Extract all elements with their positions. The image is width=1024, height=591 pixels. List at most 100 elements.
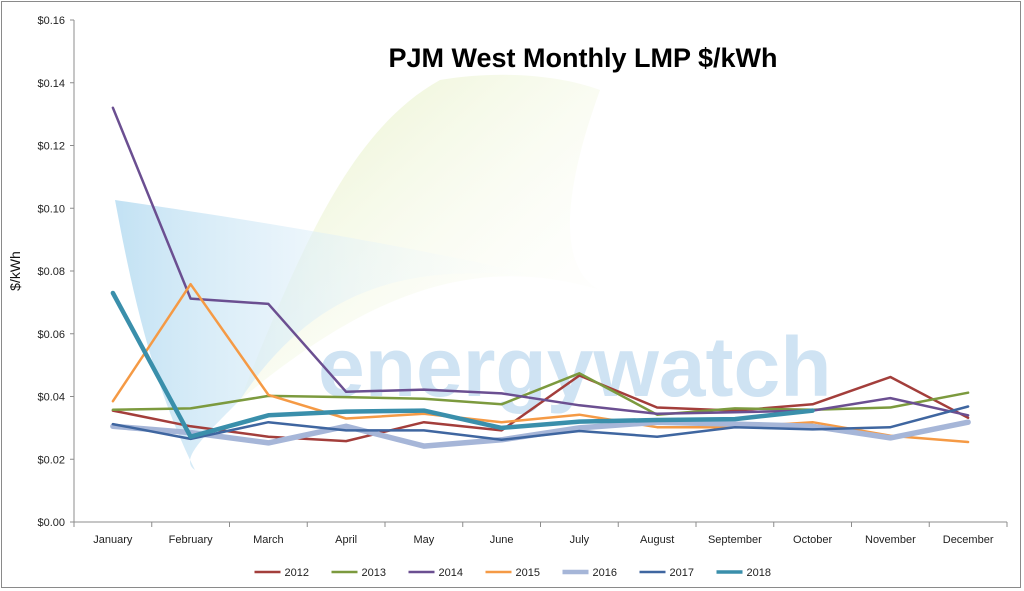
data-point-2016 xyxy=(889,437,891,439)
y-tick-label: $0.16 xyxy=(37,15,65,27)
legend-label-2015: 2015 xyxy=(516,567,540,579)
data-point-2015 xyxy=(967,441,969,443)
x-tick-label: November xyxy=(865,534,916,546)
series-group xyxy=(110,106,971,449)
x-tick-label: July xyxy=(570,534,590,546)
series-line-2014 xyxy=(111,106,970,417)
data-point-2013 xyxy=(345,396,347,398)
data-point-2017 xyxy=(112,423,114,425)
data-point-2014 xyxy=(189,297,191,299)
chart-title: PJM West Monthly LMP $/kWh xyxy=(388,43,777,73)
data-point-2012 xyxy=(345,440,347,442)
data-point-2018 xyxy=(500,427,502,429)
x-tick-label: February xyxy=(169,534,214,546)
data-point-2014 xyxy=(423,388,425,390)
legend-label-2012: 2012 xyxy=(285,567,309,579)
data-point-2018 xyxy=(112,292,114,294)
data-point-2017 xyxy=(578,430,580,432)
data-point-2016 xyxy=(811,425,813,427)
x-tick-label: January xyxy=(93,534,133,546)
data-point-2018 xyxy=(345,410,347,412)
data-point-2013 xyxy=(734,407,736,409)
data-point-2017 xyxy=(500,439,502,441)
data-point-2018 xyxy=(656,419,658,421)
x-tick-label: May xyxy=(413,534,434,546)
data-point-2016 xyxy=(345,425,347,427)
data-point-2017 xyxy=(345,429,347,431)
y-tick-label: $0.10 xyxy=(37,203,65,215)
data-point-2013 xyxy=(189,407,191,409)
y-tick-label: $0.06 xyxy=(37,329,65,341)
data-point-2018 xyxy=(811,409,813,411)
data-point-2016 xyxy=(578,427,580,429)
series-line-2015 xyxy=(111,282,970,444)
data-point-2017 xyxy=(967,405,969,407)
x-tick-label: October xyxy=(793,534,832,546)
y-tick-label: $0.00 xyxy=(37,517,65,529)
y-axis-label: $/kWh xyxy=(7,251,23,291)
data-point-2018 xyxy=(267,414,269,416)
watermark-text: energywatch xyxy=(318,320,832,414)
data-point-2018 xyxy=(578,420,580,422)
data-point-2012 xyxy=(967,417,969,419)
legend-label-2016: 2016 xyxy=(593,567,617,579)
data-point-2018 xyxy=(423,409,425,411)
series-line-2012 xyxy=(111,374,970,443)
data-point-2015 xyxy=(578,413,580,415)
data-point-2016 xyxy=(967,421,969,423)
data-point-2017 xyxy=(734,426,736,428)
x-tick-label: December xyxy=(943,534,994,546)
data-point-2014 xyxy=(267,303,269,305)
x-tick-label: June xyxy=(490,534,514,546)
data-point-2014 xyxy=(112,107,114,109)
x-tick-group: January February March April May June July Augu… xyxy=(73,522,1008,546)
series-line-2017 xyxy=(111,405,970,442)
data-point-2015 xyxy=(500,421,502,423)
data-point-2013 xyxy=(967,392,969,394)
data-point-2015 xyxy=(811,421,813,423)
data-point-2014 xyxy=(967,414,969,416)
data-point-2015 xyxy=(112,400,114,402)
data-point-2013 xyxy=(578,372,580,374)
data-point-2014 xyxy=(734,411,736,413)
data-point-2015 xyxy=(345,417,347,419)
data-point-2012 xyxy=(656,406,658,408)
data-point-2017 xyxy=(423,429,425,431)
data-point-2016 xyxy=(423,445,425,447)
legend-label-2014: 2014 xyxy=(439,567,463,579)
data-point-2015 xyxy=(189,283,191,285)
data-point-2012 xyxy=(423,421,425,423)
data-point-2015 xyxy=(267,394,269,396)
y-tick-label: $0.04 xyxy=(37,392,65,404)
data-point-2014 xyxy=(345,391,347,393)
x-tick-label: September xyxy=(708,534,762,546)
data-point-2014 xyxy=(500,392,502,394)
data-point-2012 xyxy=(811,403,813,405)
y-tick-label: $0.08 xyxy=(37,266,65,278)
data-point-2016 xyxy=(267,442,269,444)
data-point-2018 xyxy=(734,418,736,420)
data-point-2014 xyxy=(889,397,891,399)
y-tick-label: $0.02 xyxy=(37,454,65,466)
data-point-2018 xyxy=(189,435,191,437)
data-point-2013 xyxy=(112,408,114,410)
data-point-2012 xyxy=(189,425,191,427)
data-point-2013 xyxy=(500,403,502,405)
data-point-2012 xyxy=(889,376,891,378)
data-point-2014 xyxy=(656,413,658,415)
x-tick-label: August xyxy=(640,534,674,546)
data-point-2014 xyxy=(578,404,580,406)
legend-label-2017: 2017 xyxy=(670,567,694,579)
y-tick-group: $0.00 $0.02 $0.04 $0.06 $0.08 $0.10 $0.12 $0.14… xyxy=(37,15,74,529)
data-point-2013 xyxy=(889,406,891,408)
data-point-2015 xyxy=(656,426,658,428)
data-point-2017 xyxy=(656,435,658,437)
watermark-green-swoosh xyxy=(240,74,600,400)
data-point-2013 xyxy=(423,397,425,399)
data-point-2017 xyxy=(889,426,891,428)
y-tick-label: $0.14 xyxy=(37,78,65,90)
data-point-2017 xyxy=(811,428,813,430)
data-point-2017 xyxy=(267,421,269,423)
legend: 2012 2013 2014 2015 2016 2017 2018 xyxy=(254,567,771,579)
